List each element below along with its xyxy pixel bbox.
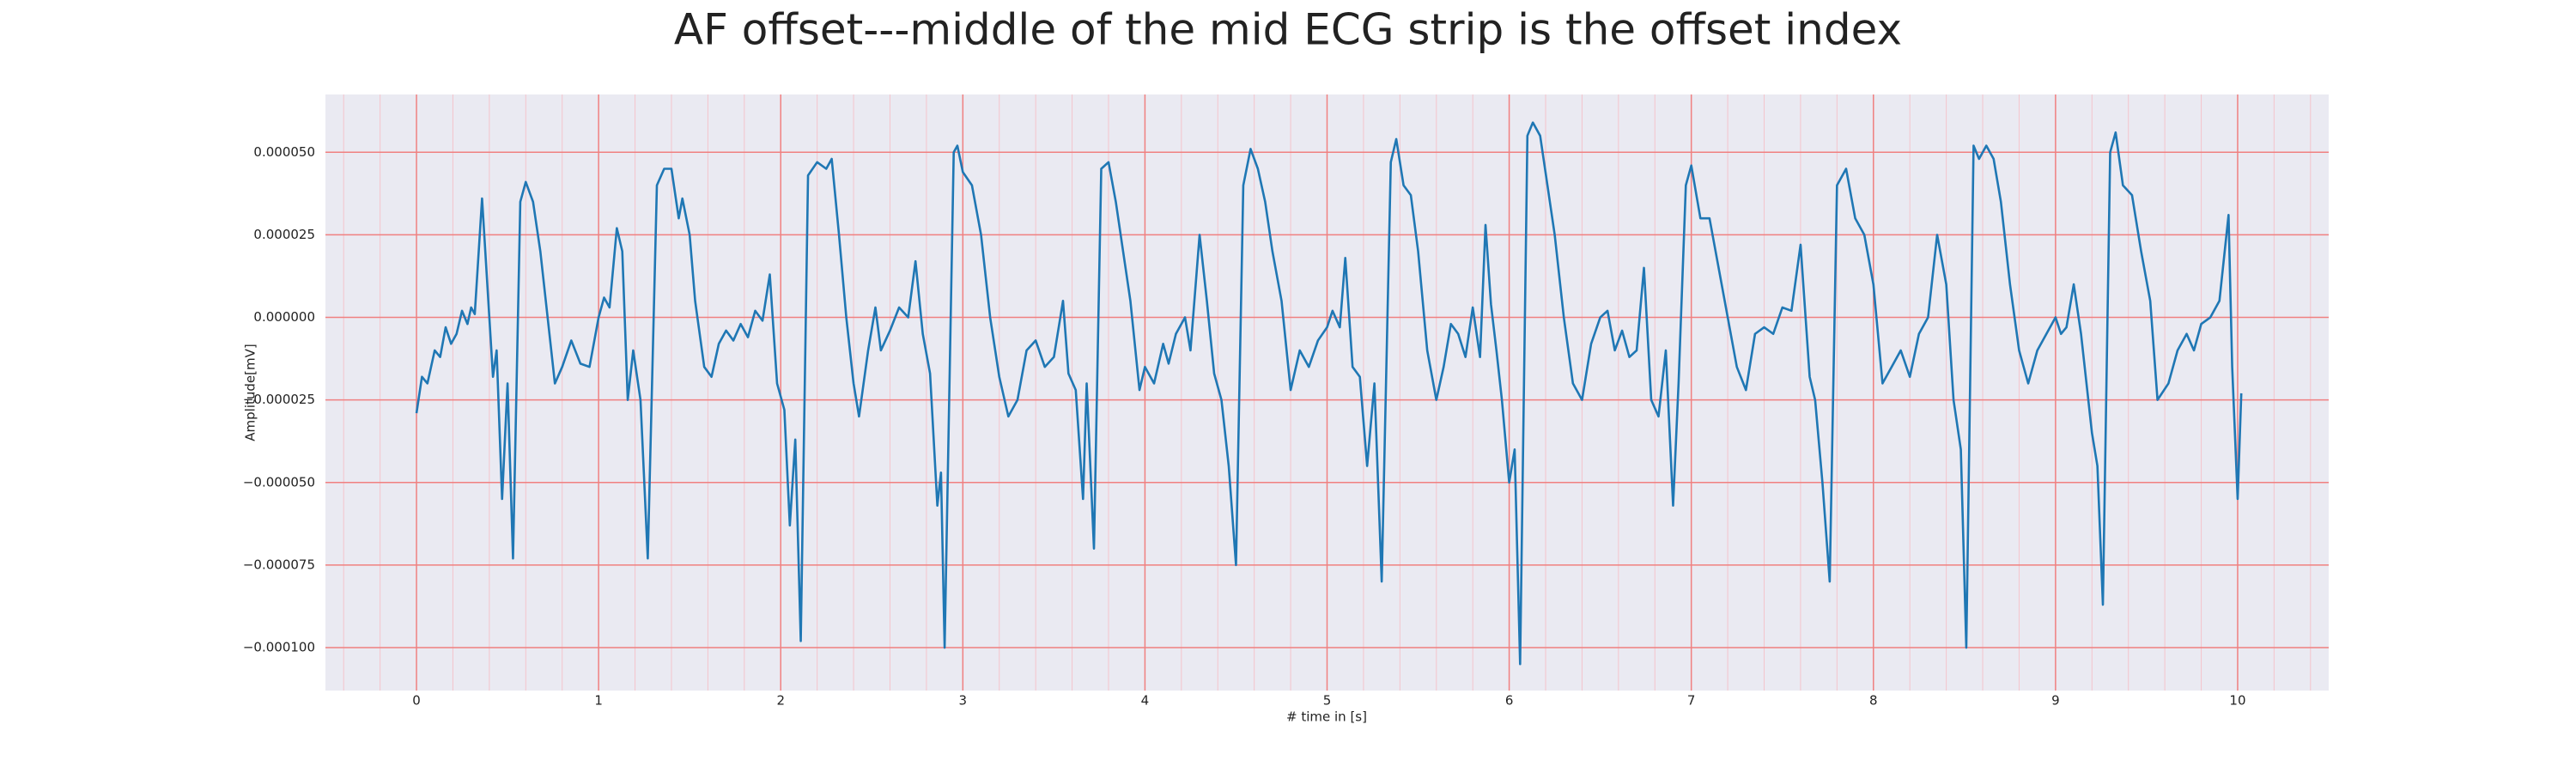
x-tick-label: 6 [1505, 693, 1514, 709]
ecg-line [415, 121, 2243, 666]
y-tick-label: 0.000050 [253, 144, 315, 160]
y-tick-label: −0.000100 [243, 640, 315, 655]
x-tick-label: 7 [1687, 693, 1696, 709]
y-tick-label: −0.000025 [243, 392, 315, 407]
y-axis-label: Amplitude[mV] [243, 344, 258, 441]
x-tick-label: 8 [1869, 693, 1878, 709]
y-tick-label: −0.000075 [243, 557, 315, 572]
x-tick-label: 10 [2229, 693, 2245, 709]
x-tick-label: 5 [1323, 693, 1332, 709]
y-tick-label: 0.000025 [253, 227, 315, 242]
y-tick-label: −0.000050 [243, 474, 315, 490]
x-tick-label: 1 [594, 693, 603, 709]
x-tick-label: 0 [412, 693, 421, 709]
x-tick-label: 9 [2051, 693, 2060, 709]
x-tick-label: 3 [959, 693, 968, 709]
y-tick-label: 0.000000 [253, 309, 315, 325]
x-axis-label: # time in [s] [1286, 709, 1367, 725]
x-tick-label: 2 [776, 693, 785, 709]
x-tick-label: 4 [1141, 693, 1150, 709]
chart-title: AF offset---middle of the mid ECG strip … [674, 5, 1902, 55]
